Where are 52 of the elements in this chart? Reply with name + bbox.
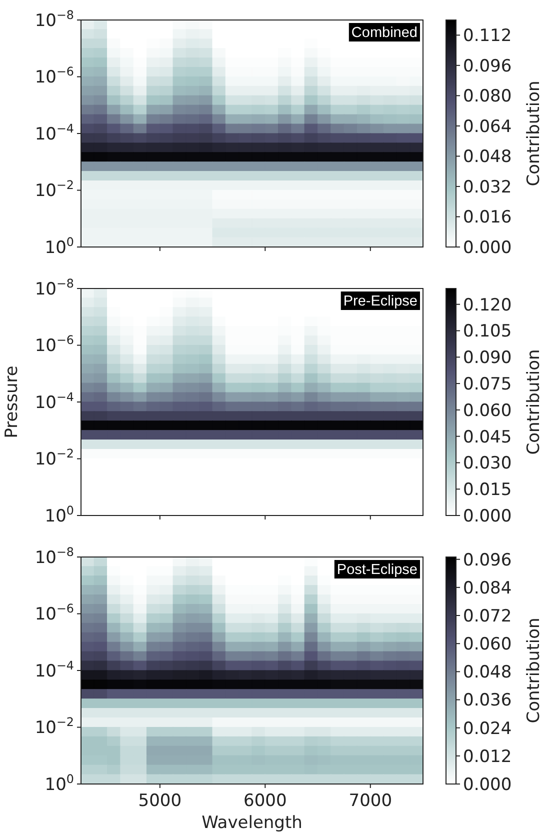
y-tick-label: 10$^{−6}$ bbox=[34, 333, 74, 356]
annotation: Pre-Eclipse bbox=[343, 294, 418, 310]
y-tick-label: 10$^{−4}$ bbox=[34, 390, 74, 413]
color-bar-label: 0.045 bbox=[463, 427, 512, 448]
y-tick-label: 10$^{−2}$ bbox=[34, 178, 74, 202]
x-axis-title: Wavelength bbox=[202, 813, 302, 833]
color-bar-label: 0.075 bbox=[463, 374, 512, 394]
y-tick-label: 10$^{−4}$ bbox=[34, 121, 74, 144]
color-bar-label: 0.064 bbox=[463, 116, 512, 137]
y-tick-label: 10$^{0}$ bbox=[44, 234, 74, 258]
color-bar-label: 0.000 bbox=[463, 238, 512, 258]
color-bar-title: Contribution bbox=[524, 80, 544, 186]
color-bar-label: 0.030 bbox=[463, 454, 512, 474]
color-bar-label: 0.120 bbox=[463, 295, 512, 316]
y-tick-label: 10$^{−2}$ bbox=[34, 715, 74, 738]
color-bar-label: 0.012 bbox=[463, 746, 512, 767]
color-bar-label: 0.096 bbox=[463, 550, 512, 570]
color-bar-label: 0.105 bbox=[463, 322, 512, 342]
annotation: Combined bbox=[351, 25, 418, 41]
x-tick-label: 6000 bbox=[244, 791, 287, 811]
color-bar-label: 0.060 bbox=[463, 634, 512, 655]
y-axis-title: Pressure bbox=[2, 366, 22, 438]
color-bar-label: 0.000 bbox=[463, 774, 512, 795]
color-bar-label: 0.000 bbox=[463, 506, 512, 526]
y-tick-label: 10$^{−6}$ bbox=[34, 602, 74, 625]
y-tick-label: 10$^{−8}$ bbox=[34, 276, 74, 300]
y-tick-label: 10$^{0}$ bbox=[44, 503, 74, 526]
color-bar-label: 0.032 bbox=[463, 177, 512, 198]
color-bar-title: Contribution bbox=[524, 349, 544, 455]
color-bar-label: 0.016 bbox=[463, 208, 512, 228]
annotation: Post-Eclipse bbox=[336, 562, 418, 578]
color-bar-label: 0.112 bbox=[463, 26, 512, 46]
color-bar-label: 0.080 bbox=[463, 86, 512, 107]
y-tick-label: 10$^{−6}$ bbox=[34, 64, 74, 88]
color-bar-label: 0.084 bbox=[463, 578, 512, 598]
color-bar-label: 0.015 bbox=[463, 480, 512, 500]
color-bar-label: 0.048 bbox=[463, 662, 512, 683]
y-tick-label: 10$^{−2}$ bbox=[34, 446, 74, 470]
color-bar-label: 0.036 bbox=[463, 690, 512, 711]
x-tick-label: 5000 bbox=[138, 791, 182, 811]
color-bar-label: 0.090 bbox=[463, 348, 512, 368]
y-tick-label: 10$^{−8}$ bbox=[34, 544, 74, 568]
color-bar-label: 0.096 bbox=[463, 56, 512, 76]
x-tick-label: 7000 bbox=[348, 791, 392, 811]
y-tick-label: 10$^{0}$ bbox=[44, 772, 74, 795]
y-tick-label: 10$^{−4}$ bbox=[34, 658, 74, 682]
color-bar-label: 0.024 bbox=[463, 718, 512, 739]
color-bar-title: Contribution bbox=[524, 618, 544, 724]
color-bar-label: 0.072 bbox=[463, 606, 512, 626]
color-bar-label: 0.048 bbox=[463, 147, 512, 168]
color-bar-label: 0.060 bbox=[463, 400, 512, 421]
y-tick-label: 10$^{−8}$ bbox=[34, 8, 74, 31]
